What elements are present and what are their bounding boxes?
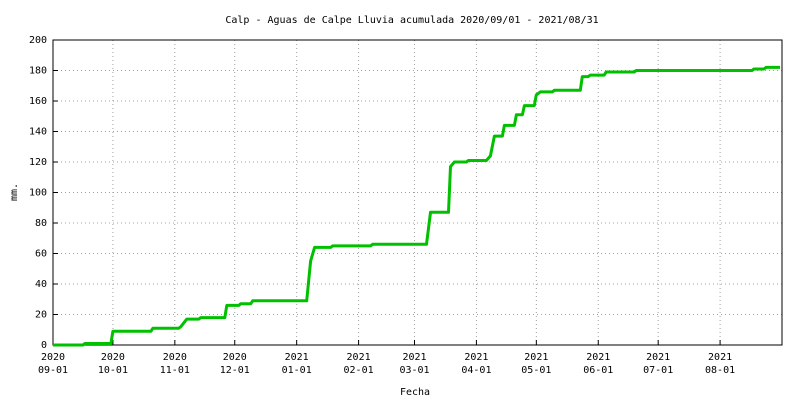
x-tick-label: 2021	[347, 352, 371, 363]
y-axis-label: mm.	[9, 183, 20, 201]
x-tick-label: 06-01	[583, 365, 613, 376]
x-tick-label: 05-01	[521, 365, 551, 376]
plot-frame	[52, 39, 783, 346]
x-tick-label: 2020	[223, 352, 247, 363]
x-tick-label: 02-01	[344, 365, 374, 376]
x-tick-label: 2021	[586, 352, 610, 363]
x-tick-label: 11-01	[160, 365, 190, 376]
x-tick-label: 2021	[402, 352, 426, 363]
x-tick-label: 2021	[464, 352, 488, 363]
y-tick-label: 40	[35, 279, 47, 290]
y-tick-label: 200	[29, 35, 47, 46]
x-tick-label: 07-01	[643, 365, 673, 376]
x-tick-label: 04-01	[461, 365, 491, 376]
x-tick-label: 2020	[41, 352, 65, 363]
x-tick-label: 08-01	[705, 365, 735, 376]
x-tick-label: 2021	[708, 352, 732, 363]
y-tick-label: 140	[29, 127, 47, 138]
chart-title: Calp - Aguas de Calpe Lluvia acumulada 2…	[225, 15, 598, 26]
x-axis-label: Fecha	[400, 387, 430, 398]
x-tick-label: 12-01	[220, 365, 250, 376]
y-tick-label: 20	[35, 310, 47, 321]
y-tick-label: 0	[41, 340, 47, 351]
x-tick-label: 01-01	[282, 365, 312, 376]
x-tick-label: 09-01	[38, 365, 68, 376]
x-tick-label: 2021	[524, 352, 548, 363]
y-tick-label: 80	[35, 218, 47, 229]
y-tick-label: 60	[35, 249, 47, 260]
x-tick-label: 2020	[163, 352, 187, 363]
x-tick-label: 2021	[285, 352, 309, 363]
y-tick-label: 180	[29, 66, 47, 77]
x-tick-label: 10-01	[98, 365, 128, 376]
y-tick-label: 100	[29, 188, 47, 199]
y-tick-label: 120	[29, 157, 47, 168]
x-tick-label: 2020	[101, 352, 125, 363]
x-tick-label: 2021	[646, 352, 670, 363]
x-tick-label: 03-01	[399, 365, 429, 376]
y-tick-label: 160	[29, 96, 47, 107]
data-line	[53, 65, 780, 347]
